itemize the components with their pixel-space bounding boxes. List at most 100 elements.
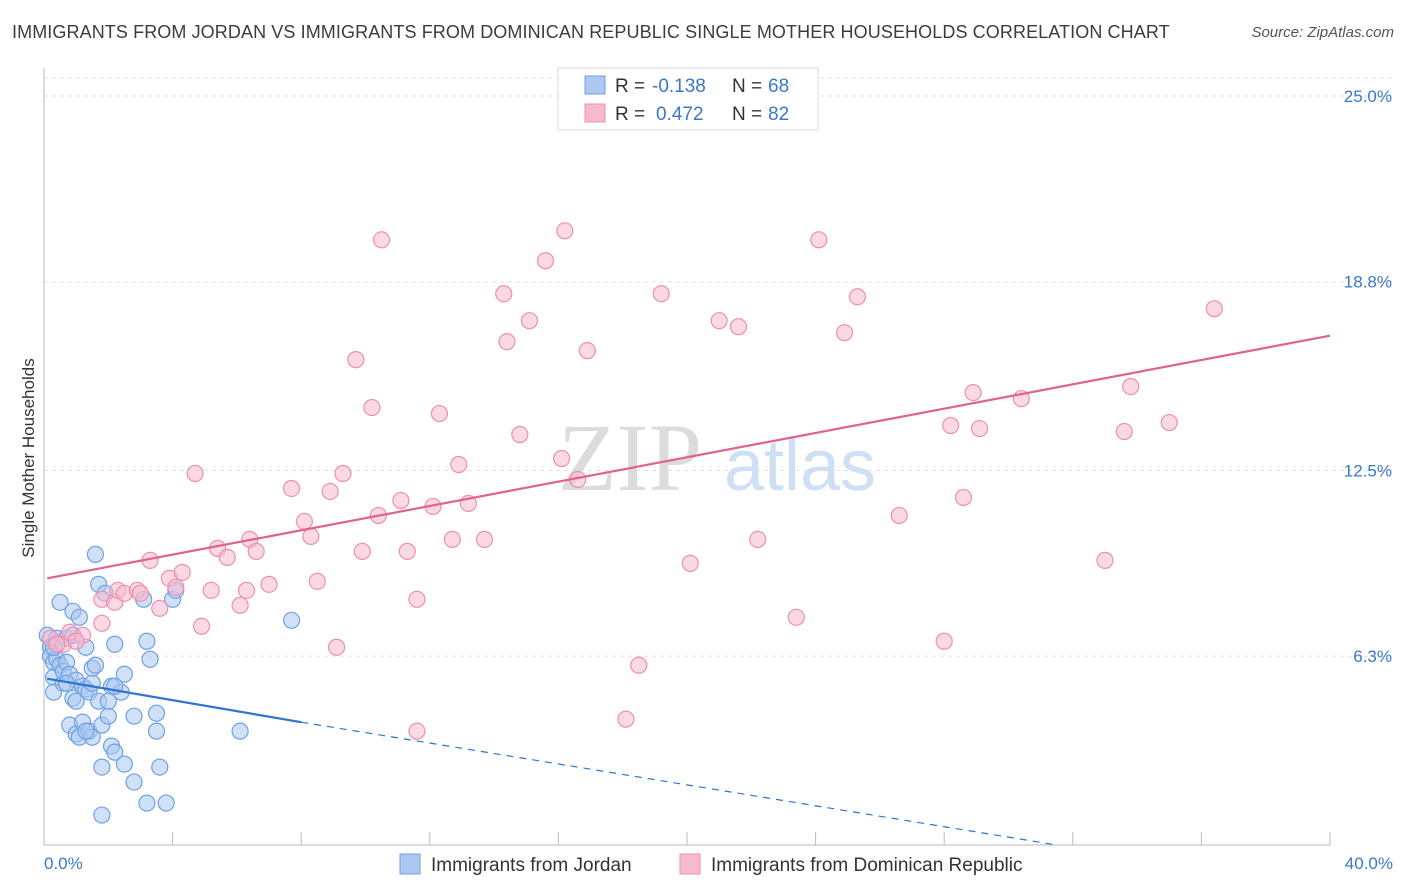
data-point [173,563,191,581]
data-point [848,288,866,306]
trend-line-1 [47,334,1331,580]
legend-r-value-2: 0.472 [656,104,704,125]
series-points-1 [41,222,1223,740]
data-point [1122,377,1140,396]
data-point [353,542,371,560]
legend-n-value-2: 82 [768,104,789,125]
legend-n-label-2: N = [732,104,762,125]
data-point [1160,413,1178,432]
data-point [51,593,69,611]
data-point [282,479,301,498]
data-point [218,548,236,566]
data-point [520,312,539,330]
data-point [935,632,953,650]
data-point [83,674,101,692]
data-point [556,222,574,240]
data-point [475,530,494,548]
data-point [398,542,416,560]
trend-lines [47,334,1331,846]
data-point [1115,422,1133,441]
series-legend: Immigrants from Jordan Immigrants from D… [399,853,1023,876]
data-point [157,794,175,812]
bottom-legend-swatch-dominican [679,853,701,875]
data-point [372,231,391,249]
data-point [347,351,365,369]
legend-n-label-1: N = [732,76,762,97]
data-point [151,758,169,776]
data-point [247,542,265,560]
data-point [147,704,166,722]
data-point [964,383,982,402]
y-tick-label: 6.3% [1353,647,1392,666]
data-points [38,222,1223,824]
data-point [67,632,85,650]
y-axis-label: Single Mother Households [19,358,38,557]
data-point [125,707,143,725]
data-point [192,617,211,635]
data-point [408,590,426,608]
data-point [408,722,426,740]
data-point [93,614,111,632]
watermark-zip: ZIP [558,404,702,511]
legend-swatch-jordan [584,75,606,95]
data-point [295,512,314,531]
legend-n-value-1: 68 [768,76,789,97]
data-point [99,707,117,725]
data-point [363,398,381,417]
data-point [942,416,960,435]
data-point [1096,551,1114,569]
data-point [710,312,728,330]
legend-r-label-1: R = [615,76,645,97]
data-point [125,773,143,791]
data-point [495,285,513,303]
data-point [151,599,169,617]
bottom-legend-swatch-jordan [399,853,421,875]
legend-r-label-2: R = [615,104,645,125]
data-point [787,608,805,626]
data-point [835,324,854,342]
chart-title: IMMIGRANTS FROM JORDAN VS IMMIGRANTS FRO… [12,22,1170,42]
data-point [810,231,828,249]
data-point [70,608,88,626]
data-point [630,656,648,674]
data-point [430,404,449,423]
data-point [334,464,352,483]
data-point [970,419,989,438]
data-point [106,635,124,653]
data-point [890,506,908,525]
y-tick-label: 18.8% [1344,273,1392,292]
data-point [749,530,767,548]
data-point [553,449,571,468]
data-point [67,692,85,710]
trend-line-0 [47,677,302,724]
data-point [131,584,150,602]
data-point [536,252,555,270]
data-point [392,491,410,510]
data-point [106,743,124,761]
data-point [511,425,529,444]
trend-line-extension-0 [301,721,1057,846]
data-point [954,488,973,507]
tick-labels: 6.3% 12.5% 18.8% 25.0% 0.0% 40.0% [44,87,1393,873]
data-point [138,794,156,812]
data-point [86,656,105,674]
data-point [443,530,461,548]
y-tick-label: 25.0% [1344,87,1392,106]
data-point [308,572,326,590]
y-tick-label: 12.5% [1344,461,1392,480]
watermark-atlas: atlas [724,426,876,506]
data-point [115,665,133,683]
data-point [729,318,748,336]
data-point [231,722,249,740]
data-point [617,710,635,728]
data-point [681,554,699,572]
data-point [48,635,66,653]
legend-r-value-1: -0.138 [652,76,706,97]
data-point [321,482,339,501]
bottom-legend-label-dominican: Immigrants from Dominican Republic [711,855,1023,876]
data-point [652,285,670,303]
data-point [237,581,256,599]
data-point [231,596,249,614]
data-point [141,650,159,668]
